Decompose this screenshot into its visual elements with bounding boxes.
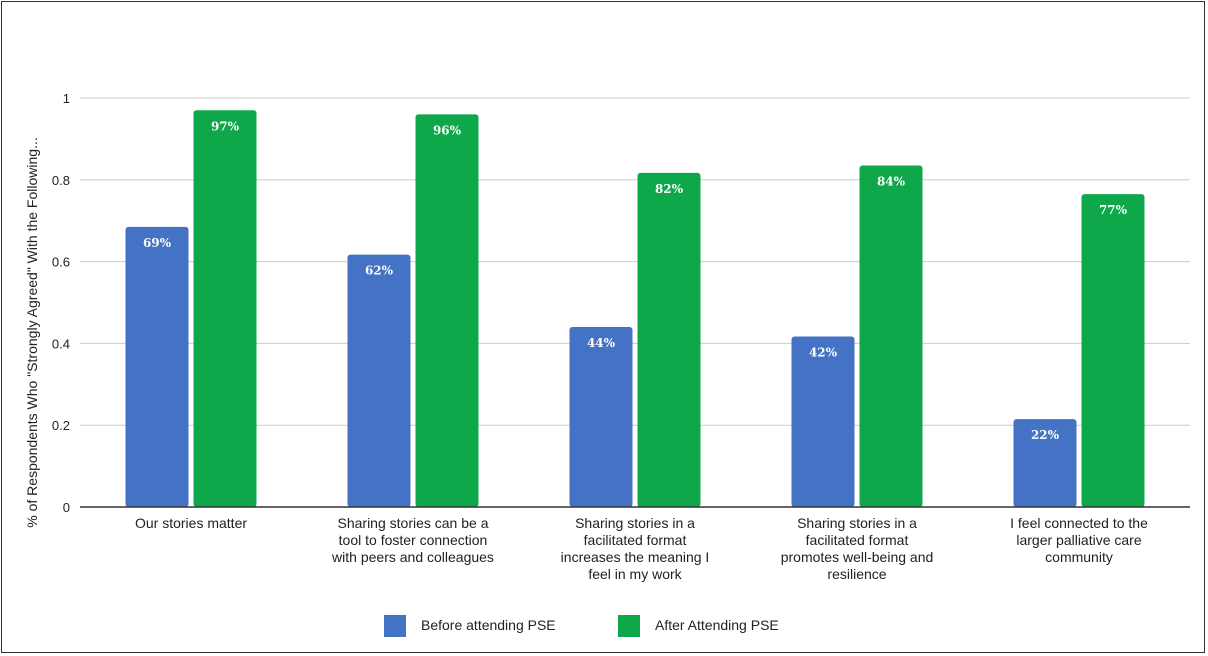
data-label: 97% bbox=[211, 119, 240, 133]
y-axis-title: % of Respondents Who "Strongly Agreed" W… bbox=[24, 137, 40, 527]
y-tick-label: 1 bbox=[63, 91, 70, 106]
legend-label: Before attending PSE bbox=[421, 617, 556, 633]
data-label: 96% bbox=[433, 123, 462, 137]
x-tick-label: Our stories matter bbox=[135, 515, 247, 531]
x-tick-label: increases the meaning I bbox=[561, 549, 710, 565]
bar bbox=[193, 110, 257, 508]
x-tick-label: feel in my work bbox=[588, 566, 682, 582]
x-tick-label: with peers and colleagues bbox=[331, 549, 494, 565]
bar bbox=[859, 165, 923, 508]
bar bbox=[347, 254, 411, 507]
y-tick-label: 0.2 bbox=[52, 418, 70, 433]
data-label: 22% bbox=[1031, 428, 1060, 442]
data-label: 44% bbox=[587, 336, 616, 350]
bar bbox=[125, 226, 189, 507]
y-tick-label: 0.4 bbox=[52, 336, 70, 351]
data-label: 84% bbox=[877, 174, 906, 188]
bar bbox=[569, 327, 633, 507]
legend-swatch bbox=[618, 615, 640, 637]
data-label: 69% bbox=[143, 236, 172, 250]
data-label: 77% bbox=[1099, 203, 1128, 217]
x-tick-label: Sharing stories in a bbox=[797, 515, 917, 531]
data-label: 62% bbox=[365, 264, 394, 278]
legend-swatch bbox=[384, 615, 406, 637]
bar bbox=[791, 336, 855, 507]
y-tick-label: 0.8 bbox=[52, 173, 70, 188]
y-tick-label: 0 bbox=[63, 500, 70, 515]
x-tick-label: community bbox=[1045, 549, 1113, 565]
x-tick-label: Sharing stories in a bbox=[575, 515, 695, 531]
x-tick-label: Sharing stories can be a bbox=[338, 515, 489, 531]
bar bbox=[415, 114, 479, 508]
data-label: 42% bbox=[809, 345, 838, 359]
x-tick-label: facilitated format bbox=[806, 532, 909, 548]
x-tick-label: larger palliative care bbox=[1016, 532, 1141, 548]
x-tick-label: resilience bbox=[827, 566, 886, 582]
bar bbox=[637, 172, 701, 508]
legend-label: After Attending PSE bbox=[655, 617, 779, 633]
x-tick-label: I feel connected to the bbox=[1010, 515, 1148, 531]
bar bbox=[1081, 194, 1145, 508]
data-label: 82% bbox=[655, 182, 684, 196]
y-tick-label: 0.6 bbox=[52, 255, 70, 270]
x-tick-label: facilitated format bbox=[584, 532, 687, 548]
x-tick-label: promotes well-being and bbox=[781, 549, 934, 565]
x-tick-label: tool to foster connection bbox=[339, 532, 488, 548]
bar bbox=[1013, 419, 1077, 507]
